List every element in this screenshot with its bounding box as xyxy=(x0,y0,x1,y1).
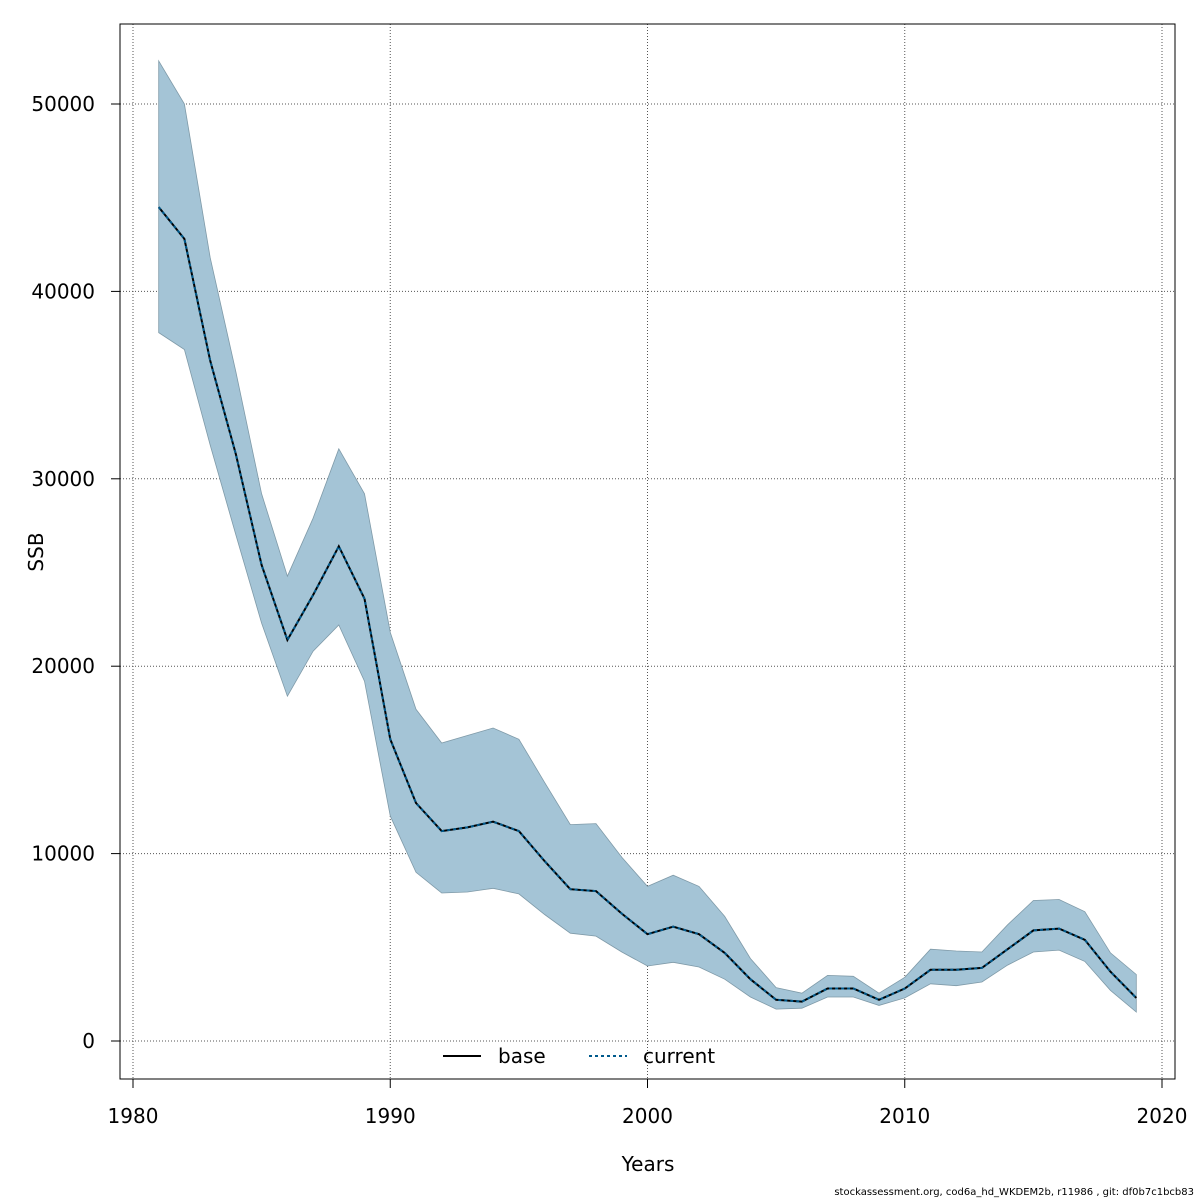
x-tick-label: 2000 xyxy=(622,1104,673,1128)
y-tick-label: 30000 xyxy=(31,467,95,491)
x-tick-label: 2010 xyxy=(879,1104,930,1128)
y-tick-label: 50000 xyxy=(31,92,95,116)
x-tick-label: 1990 xyxy=(365,1104,416,1128)
confidence-band xyxy=(158,59,1137,1013)
x-axis-title: Years xyxy=(621,1152,675,1176)
y-axis-title: SSB xyxy=(24,532,48,571)
y-tick-label: 10000 xyxy=(31,842,95,866)
x-axis: 1980 1990 2000 2010 2020 xyxy=(108,1079,1188,1128)
x-tick-label: 2020 xyxy=(1137,1104,1188,1128)
series-line-base xyxy=(157,206,1138,1003)
y-axis: 0 10000 20000 30000 40000 50000 xyxy=(31,92,120,1053)
y-tick-label: 40000 xyxy=(31,279,95,303)
footer-credit: stockassessment.org, cod6a_hd_WKDEM2b, r… xyxy=(834,1187,1194,1198)
legend: base current xyxy=(443,1044,715,1068)
y-tick-label: 0 xyxy=(82,1029,95,1053)
legend-label-base: base xyxy=(498,1044,546,1068)
x-tick-label: 1980 xyxy=(108,1104,159,1128)
y-tick-label: 20000 xyxy=(31,654,95,678)
legend-label-current: current xyxy=(643,1044,715,1068)
